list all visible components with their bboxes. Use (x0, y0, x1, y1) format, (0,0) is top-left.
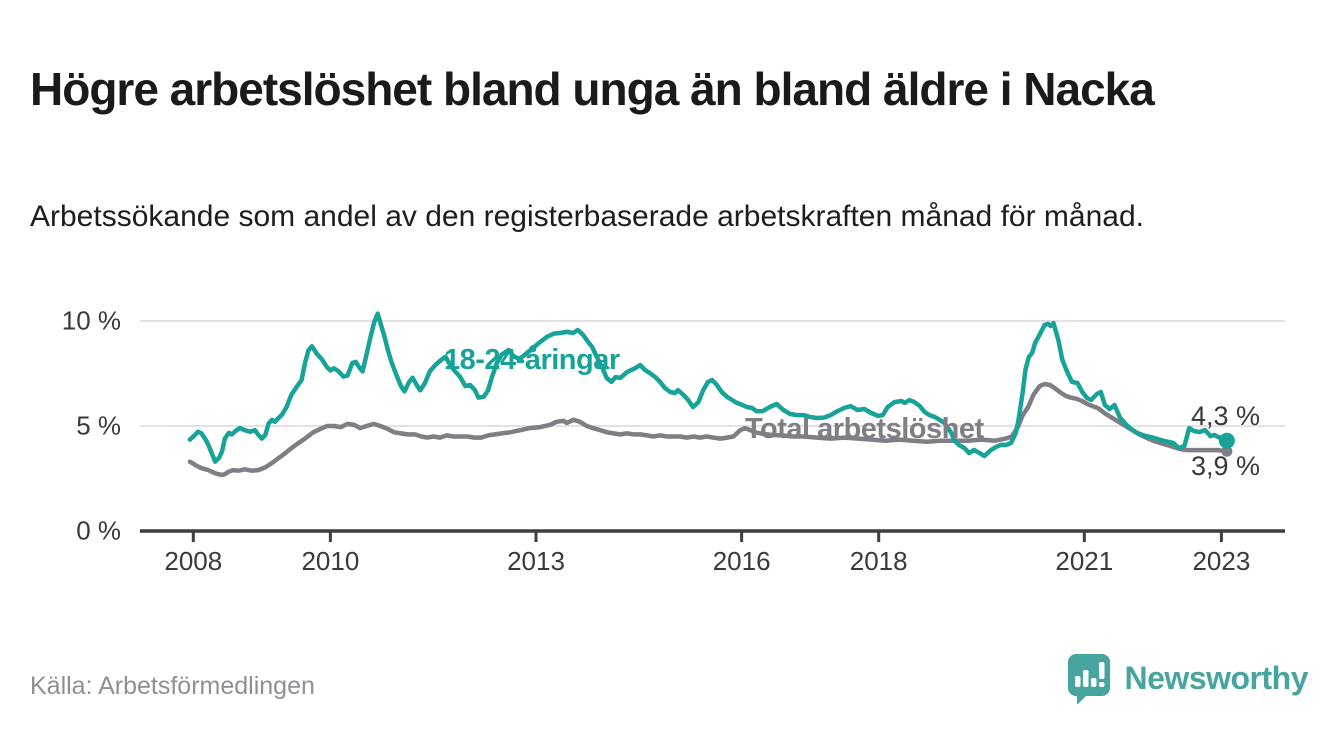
y-tick-label: 5 % (76, 410, 121, 441)
source-note: Källa: Arbetsförmedlingen (30, 672, 315, 700)
x-tick-label: 2018 (849, 546, 908, 576)
x-tick-label: 2016 (712, 546, 771, 576)
newsworthy-bubble-chart-icon (1064, 652, 1112, 704)
series-end-dot (1218, 432, 1235, 449)
x-tick-label: 2023 (1192, 546, 1251, 576)
newsworthy-logo: Newsworthy (1064, 652, 1309, 704)
y-tick-label: 10 % (61, 305, 121, 336)
end-value-young: 4,3 % (1191, 401, 1261, 431)
series-label-young: 18-24-åringar (444, 344, 620, 376)
brand-name: Newsworthy (1124, 659, 1309, 696)
series-label-total: Total arbetslöshet (745, 413, 984, 445)
page-title: Högre arbetslöshet bland unga än bland ä… (30, 62, 1155, 115)
end-value-total: 3,9 % (1191, 451, 1261, 481)
series-end-dot (1221, 445, 1233, 457)
x-tick-label: 2008 (164, 546, 223, 576)
page-subtitle: Arbetssökande som andel av den registerb… (30, 200, 1144, 233)
series-line (187, 311, 1230, 464)
x-tick-label: 2021 (1055, 546, 1114, 576)
y-tick-label: 0 % (76, 515, 121, 546)
x-tick-label: 2013 (507, 546, 565, 576)
x-tick-label: 2010 (301, 546, 360, 576)
series-line (187, 381, 1230, 478)
